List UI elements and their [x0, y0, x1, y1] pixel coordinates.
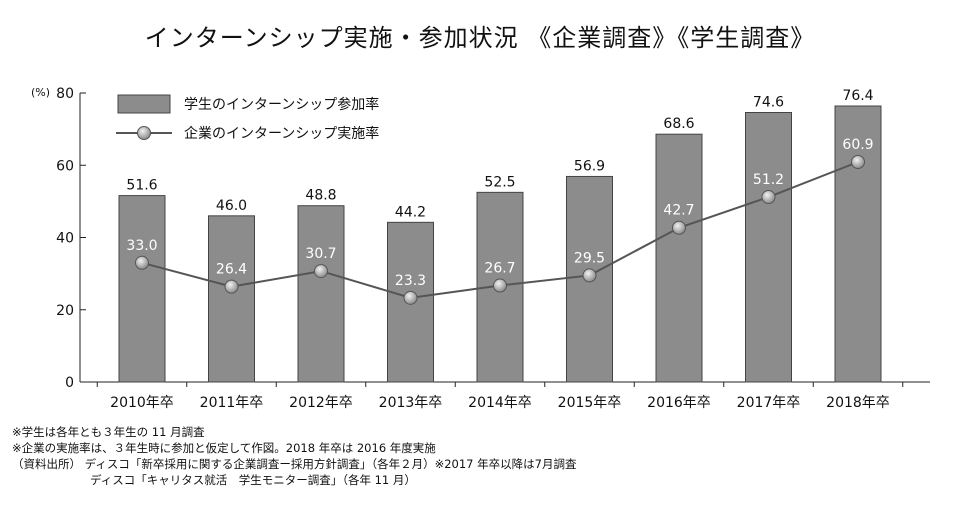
bar-participation-2 [297, 205, 345, 383]
line-value-label: 30.7 [305, 246, 336, 262]
y-tick-label: 0 [65, 375, 74, 391]
line-point-3 [403, 290, 418, 305]
bar-value-label: 68.6 [663, 116, 694, 132]
footnote-source-2: ディスコ「キャリタス就活 学生モニター調査」（各年 11 月） [90, 473, 416, 487]
y-axis-unit: (%) [31, 86, 50, 99]
bar-value-label: 51.6 [126, 178, 157, 194]
line-point-1 [224, 279, 239, 294]
line-value-label: 33.0 [126, 238, 157, 254]
line-value-label: 29.5 [574, 250, 605, 266]
line-point-5 [582, 268, 597, 283]
line-point-0 [135, 255, 149, 270]
chart-title: インターンシップ実施・参加状況 《企業調査》《学生調査》 [144, 24, 816, 52]
legend-line-marker [137, 126, 151, 140]
bar-value-label: 76.4 [842, 88, 873, 104]
x-category-label: 2016年卒 [647, 395, 711, 411]
x-category-label: 2015年卒 [558, 395, 622, 411]
footnote-source: （資料出所） ディスコ「新卒採用に関する企業調査ー採用方針調査」（各年２月）※2… [12, 457, 577, 471]
line-value-label: 26.7 [484, 261, 515, 277]
bar-participation-6 [655, 133, 703, 383]
y-tick-label: 20 [56, 303, 74, 319]
bar-value-label: 44.2 [395, 204, 426, 220]
line-point-7 [761, 190, 776, 205]
line-value-label: 26.4 [216, 262, 247, 278]
footnotes: ※学生は各年とも３年生の 11 月調査 ※企業の実施率は、３年生時に参加と仮定し… [12, 424, 576, 488]
legend-line-label: 企業のインターンシップ実施率 [184, 125, 379, 142]
bar-value-label: 56.9 [574, 158, 605, 174]
line-value-label: 42.7 [663, 203, 694, 219]
x-category-label: 2014年卒 [468, 395, 532, 411]
bar-value-label: 52.5 [484, 174, 515, 190]
bar-participation-1 [208, 215, 255, 383]
line-value-label: 51.2 [753, 172, 784, 188]
footnote-company-rate: ※企業の実施率は、３年生時に参加と仮定して作図。2018 年卒は 2016 年度… [12, 441, 436, 455]
x-category-label: 2012年卒 [289, 395, 353, 411]
bar-participation-8 [834, 105, 882, 383]
y-tick-label: 60 [56, 158, 74, 174]
y-tick-label: 40 [56, 231, 74, 247]
bar-value-label: 46.0 [216, 198, 247, 214]
line-point-2 [314, 264, 328, 279]
x-category-label: 2013年卒 [379, 395, 443, 411]
line-point-4 [493, 278, 507, 293]
x-category-label: 2010年卒 [110, 395, 174, 411]
bar-participation-7 [745, 112, 792, 383]
footnote-survey-timing: ※学生は各年とも３年生の 11 月調査 [12, 425, 205, 439]
line-point-8 [851, 154, 865, 169]
line-value-label: 23.3 [395, 273, 426, 289]
x-category-label: 2018年卒 [826, 395, 890, 411]
y-tick-label: 80 [56, 86, 74, 102]
x-category-label: 2017年卒 [737, 395, 801, 411]
bar-value-label: 48.8 [305, 188, 336, 204]
legend-bar-swatch [117, 94, 171, 114]
x-category-label: 2011年卒 [200, 395, 264, 411]
chart-area: 0 20 40 60 80 (%) 51.6 46.0 48.8 44.2 52.5 56.9 68.… [31, 86, 930, 411]
bar-participation-0 [118, 195, 166, 383]
legend-bar-label: 学生のインターンシップ参加率 [184, 96, 379, 113]
line-point-6 [672, 220, 686, 235]
line-value-label: 60.9 [842, 137, 873, 153]
bar-value-label: 74.6 [753, 95, 784, 111]
